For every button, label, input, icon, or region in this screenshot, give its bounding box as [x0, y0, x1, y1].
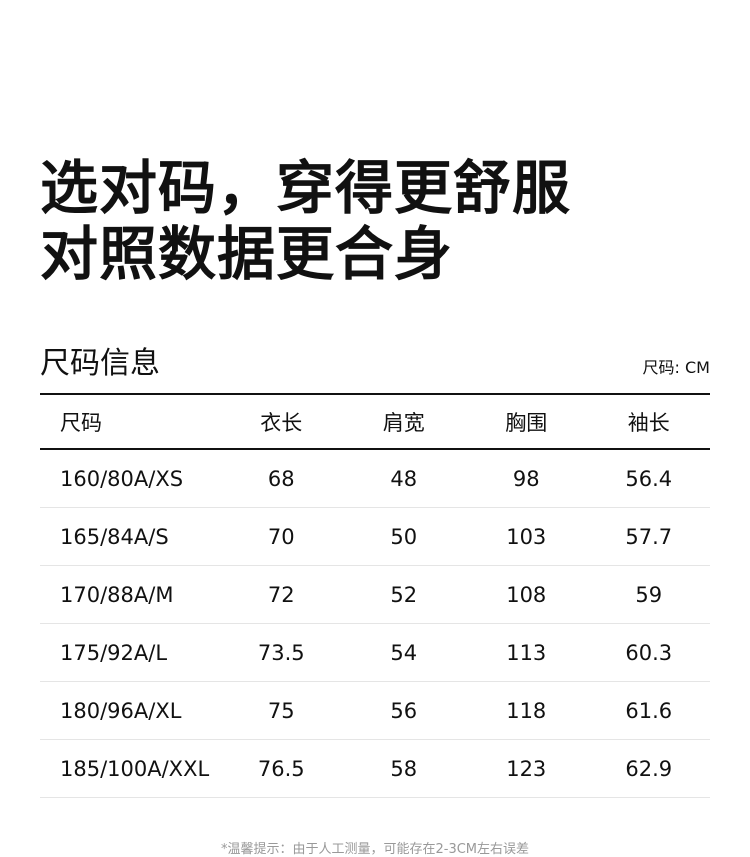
header-cell: 袖长 — [627, 410, 670, 435]
table-cell: 175/92A/L — [60, 640, 168, 665]
footnote: *温馨提示：由于人工测量，可能存在2-3CM左右误差 — [220, 842, 530, 857]
table-cell: 180/96A/XL — [60, 698, 182, 723]
header-cell: 尺码 — [60, 410, 102, 435]
table-header: 尺码 衣长 肩宽 胸围 袖长 — [40, 393, 710, 450]
headline: 选对码，穿得更舒服 对照数据更合身 — [40, 155, 571, 287]
table-row: 175/92A/L 73.5 54 113 60.3 — [40, 624, 710, 682]
unit-label: 尺码: CM — [642, 358, 710, 377]
table-row: 170/88A/M 72 52 108 59 — [40, 566, 710, 624]
table-cell: 98 — [512, 466, 540, 491]
header-cell: 肩宽 — [382, 410, 425, 435]
table-cell: 56.4 — [625, 466, 673, 491]
table-cell: 70 — [267, 524, 295, 549]
table-cell: 160/80A/XS — [60, 466, 184, 491]
headline-line-2: 对照数据更合身 — [40, 220, 454, 288]
table-cell: 185/100A/XXL — [60, 756, 210, 781]
table-cell: 113 — [506, 640, 547, 665]
table-cell: 76.5 — [257, 756, 305, 781]
table-cell: 123 — [506, 756, 547, 781]
section-title: 尺码信息 — [40, 346, 160, 381]
table-cell: 50 — [390, 524, 418, 549]
table-cell: 60.3 — [625, 640, 673, 665]
table-cell: 54 — [390, 640, 418, 665]
table-cell: 75 — [267, 698, 295, 723]
table-cell: 103 — [506, 524, 547, 549]
table-cell: 56 — [390, 698, 418, 723]
table-cell: 58 — [390, 756, 418, 781]
table-row: 160/80A/XS 68 48 98 56.4 — [40, 450, 710, 508]
table-row: 165/84A/S 70 50 103 57.7 — [40, 508, 710, 566]
table-cell: 170/88A/M — [60, 582, 174, 607]
headline-line-1: 选对码，穿得更舒服 — [40, 154, 572, 222]
table-cell: 59 — [635, 582, 663, 607]
header-cell: 衣长 — [260, 410, 303, 435]
table-cell: 68 — [267, 466, 295, 491]
table-cell: 108 — [506, 582, 547, 607]
table-row: 180/96A/XL 75 56 118 61.6 — [40, 682, 710, 740]
header-cell: 胸围 — [505, 410, 548, 435]
table-cell: 72 — [267, 582, 295, 607]
table-cell: 118 — [506, 698, 547, 723]
table-cell: 48 — [390, 466, 418, 491]
table-cell: 165/84A/S — [60, 524, 169, 549]
table-row: 185/100A/XXL 76.5 58 123 62.9 — [40, 740, 710, 798]
table-cell: 57.7 — [625, 524, 673, 549]
table-cell: 62.9 — [625, 756, 673, 781]
table-cell: 61.6 — [625, 698, 673, 723]
table-cell: 52 — [390, 582, 418, 607]
size-table: 尺码 衣长 肩宽 胸围 袖长 160/80A/XS 68 48 98 56.4 165/8… — [40, 393, 710, 798]
table-cell: 73.5 — [257, 640, 305, 665]
